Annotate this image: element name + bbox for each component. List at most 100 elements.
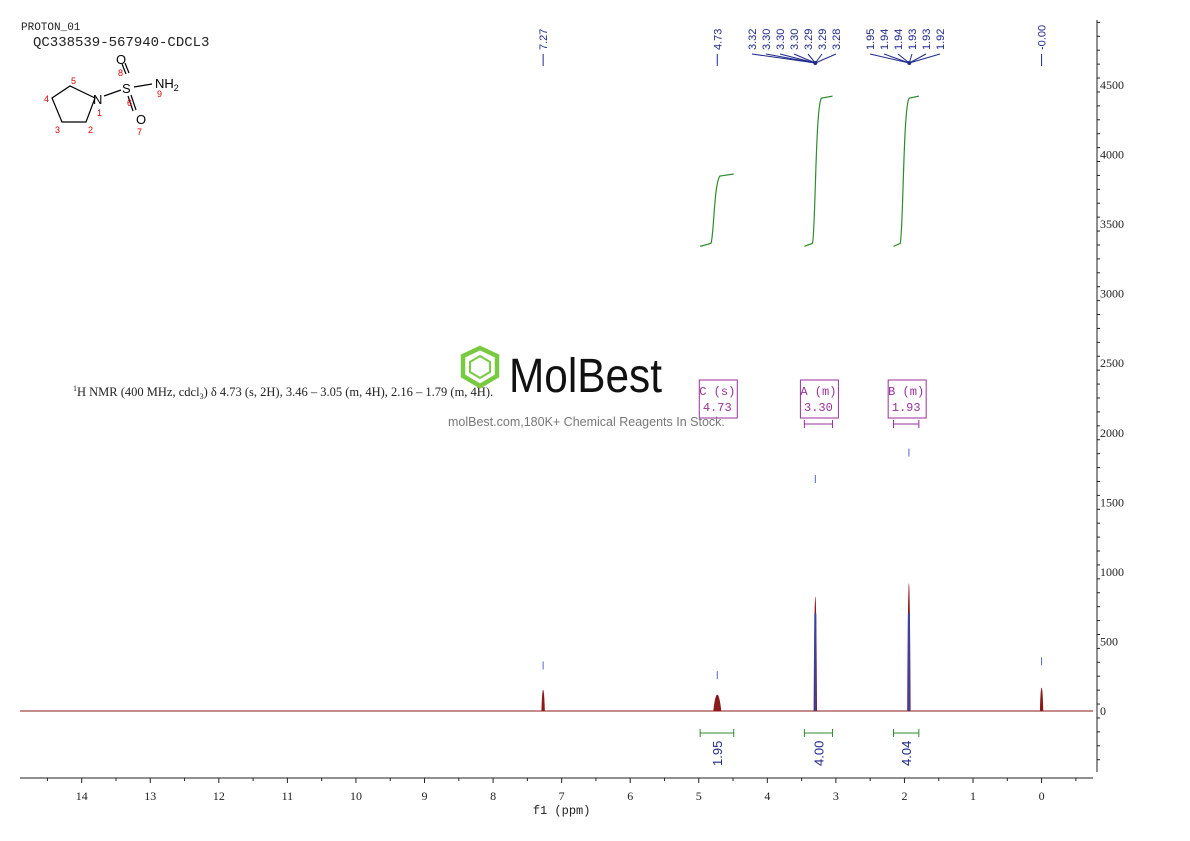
peak-label: -0.00	[1037, 25, 1049, 50]
peak-label: 1.93	[921, 29, 933, 50]
atom-number-2: 2	[88, 125, 93, 135]
integral-curve	[699, 173, 734, 247]
y-tick-label: 2500	[1100, 356, 1124, 370]
peak-label: 3.32	[747, 29, 759, 50]
atom-s6: S	[122, 81, 131, 96]
s-o-bond-top-2	[124, 62, 130, 74]
multiplet-box	[799, 379, 839, 419]
integral-curves-group	[699, 95, 919, 247]
s-o-bond-bottom	[130, 94, 137, 111]
atom-nh2: NH2	[155, 76, 179, 93]
atom-o7: O	[136, 112, 146, 127]
peak-label: 1.93	[907, 29, 919, 50]
peak-label-connector	[815, 53, 837, 64]
peak-label: 3.30	[761, 29, 773, 50]
peak-label-connector	[883, 53, 910, 64]
atom-number-6: 6	[127, 98, 132, 108]
y-tick-label: 0	[1100, 704, 1106, 718]
x-tick-label: 3	[833, 789, 839, 803]
peak-group-dot	[907, 61, 912, 65]
x-tick-label: 0	[1039, 789, 1045, 803]
molbest-watermark: MolBest molBest.com,180K+ Chemical Reage…	[448, 345, 725, 429]
pyrrolidine-ring	[51, 85, 96, 123]
multiplet-box	[698, 379, 738, 419]
x-tick-label: 7	[559, 789, 565, 803]
peak-labels-group: 7.27 4.73 -0.003.32 3.30 3.30 3.30 3.29 3.29 3.2…	[538, 25, 1049, 66]
x-tick-label: 4	[764, 789, 770, 803]
integral-curve	[893, 95, 919, 247]
x-tick-label: 11	[282, 789, 294, 803]
multiplet-shift: 4.73	[703, 401, 732, 415]
integral-value: 4.04	[899, 741, 914, 766]
peak-label: 1.94	[879, 29, 891, 50]
atom-number-4: 4	[44, 94, 49, 104]
n-s-bond	[103, 89, 122, 97]
s-n-bond	[133, 83, 153, 88]
peak-label: 3.30	[789, 29, 801, 50]
peak-label: 3.29	[817, 29, 829, 50]
y-tick-label: 1000	[1100, 565, 1124, 579]
multiplet-box	[887, 379, 927, 419]
spectrum-peak	[1039, 687, 1044, 712]
benzene-logo-icon	[460, 345, 500, 389]
peak-label: 4.73	[712, 29, 724, 50]
atom-number-8: 8	[118, 68, 123, 78]
multiplet-title: A (m)	[800, 385, 836, 399]
x-tick-label: 13	[144, 789, 156, 803]
y-tick-label: 4000	[1100, 148, 1124, 162]
spectrum-peak	[713, 694, 722, 712]
watermark-tagline: molBest.com,180K+ Chemical Reagents In S…	[448, 415, 725, 429]
peak-label-connector	[909, 53, 927, 64]
peak-label-connector	[909, 53, 941, 64]
integral-value: 4.00	[811, 741, 826, 766]
watermark-brand: MolBest	[509, 350, 662, 403]
x-tick-label: 5	[696, 789, 702, 803]
axes-group: 14 13 12 11 10 9 8 7 6 5 4 3 2 1 0f1 (ppm)050010001500…	[20, 20, 1124, 818]
peak-label: 1.92	[935, 29, 947, 50]
atom-o8: O	[116, 52, 126, 67]
multiplet-title: C (s)	[699, 385, 735, 399]
y-tick-label: 3500	[1100, 217, 1124, 231]
peak-label: 7.27	[538, 29, 550, 50]
multiplet-title: B (m)	[888, 385, 924, 399]
x-tick-label: 8	[490, 789, 496, 803]
y-tick-label: 2000	[1100, 426, 1124, 440]
x-tick-label: 14	[76, 789, 88, 803]
atom-number-1: 1	[97, 108, 102, 118]
peak-label-connector	[779, 53, 816, 64]
sample-name: QC338539-567940-CDCL3	[33, 35, 209, 51]
peak-label-connector	[897, 53, 910, 64]
integral-value: 1.95	[710, 741, 725, 766]
x-tick-label: 6	[627, 789, 633, 803]
integral-values-group: 1.95 4.00 4.04	[699, 729, 920, 766]
x-axis-title: f1 (ppm)	[533, 804, 591, 818]
x-tick-label: 9	[422, 789, 428, 803]
peak-group-dot	[813, 61, 818, 65]
y-tick-label: 4500	[1100, 78, 1124, 92]
peak-label: 3.28	[831, 29, 843, 50]
nmr-report: 1H NMR (400 MHz, cdcl3) δ 4.73 (s, 2H), …	[73, 384, 493, 401]
atom-number-5: 5	[71, 76, 76, 86]
integral-curve	[804, 95, 833, 247]
peak-label: 1.94	[893, 29, 905, 50]
peak-label-connector	[765, 53, 816, 64]
peak-label: 3.29	[803, 29, 815, 50]
x-tick-label: 10	[350, 789, 362, 803]
atom-number-3: 3	[55, 125, 60, 135]
s-o-bond-top	[121, 63, 127, 75]
atom-number-7: 7	[137, 127, 142, 137]
peak-label-connector	[869, 53, 910, 64]
peak-label: 3.30	[775, 29, 787, 50]
benzene-inner-ring-icon	[469, 354, 491, 380]
atom-n1: N	[93, 92, 102, 107]
multiplet-shift: 3.30	[804, 401, 833, 415]
atom-number-9: 9	[157, 89, 162, 99]
spectrum-trace-group	[20, 448, 1093, 712]
x-tick-label: 2	[901, 789, 907, 803]
x-tick-label: 12	[213, 789, 225, 803]
multiplet-boxes-group: C (s) 4.73 A (m) 3.30 B (m) 1.93	[698, 379, 927, 428]
peak-label: 1.95	[865, 29, 877, 50]
spectrum-peak	[541, 689, 545, 712]
molecule-structure: N S O O NH2 1 2 3 4 5 6 7 8 9	[44, 52, 179, 137]
